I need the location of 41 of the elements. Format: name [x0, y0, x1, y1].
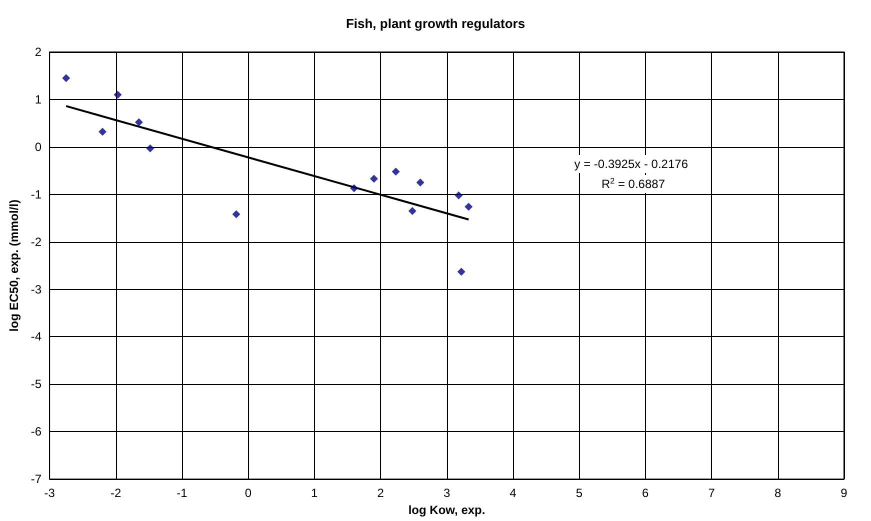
point: [134, 118, 143, 126]
y-tick-label: -5: [30, 377, 42, 392]
annotation: y = -0.3925x - 0.2176: [574, 157, 688, 171]
point: [454, 191, 463, 200]
point: [146, 144, 154, 152]
y-axis-title: log EC50, exp. (mmol/l): [7, 200, 21, 332]
point: [350, 184, 358, 192]
y-tick-label: 2: [34, 45, 42, 59]
point: [392, 168, 400, 176]
x-tick-label: -2: [110, 486, 122, 500]
point: [114, 90, 122, 99]
chart-title: Fish, plant growth regulators: [346, 16, 526, 31]
y-tick-label: -7: [30, 472, 42, 486]
x-tick-label: 6: [642, 486, 650, 500]
point: [457, 268, 466, 276]
y-tick-label: -6: [30, 424, 42, 439]
x-tick-label: 1: [311, 486, 318, 500]
point: [98, 128, 107, 136]
point: [464, 202, 473, 211]
y-tick-label: -1: [30, 187, 42, 202]
point: [232, 210, 240, 218]
x-tick-label: 4: [510, 486, 517, 500]
point: [416, 178, 424, 187]
y-tick-label: -4: [30, 330, 42, 344]
x-tick-label: 3: [443, 486, 450, 500]
x-tick-label: 2: [377, 486, 384, 500]
x-tick-label: -1: [176, 486, 188, 500]
y-tick-label: -3: [30, 282, 42, 296]
point: [62, 74, 70, 82]
y-tick-label: 1: [34, 92, 42, 106]
x-tick-label: -3: [44, 486, 56, 500]
y-tick-label: -2: [30, 234, 42, 249]
x-axis-title: log Kow, exp.: [408, 503, 486, 517]
x-tick-label: 8: [774, 486, 782, 500]
x-tick-label: 9: [840, 486, 848, 500]
point: [370, 174, 378, 183]
x-tick-label: 5: [576, 486, 583, 500]
x-tick-label: 0: [244, 486, 252, 500]
x-tick-label: 7: [708, 486, 716, 500]
y-tick-label: 0: [34, 140, 42, 154]
point: [408, 206, 416, 215]
